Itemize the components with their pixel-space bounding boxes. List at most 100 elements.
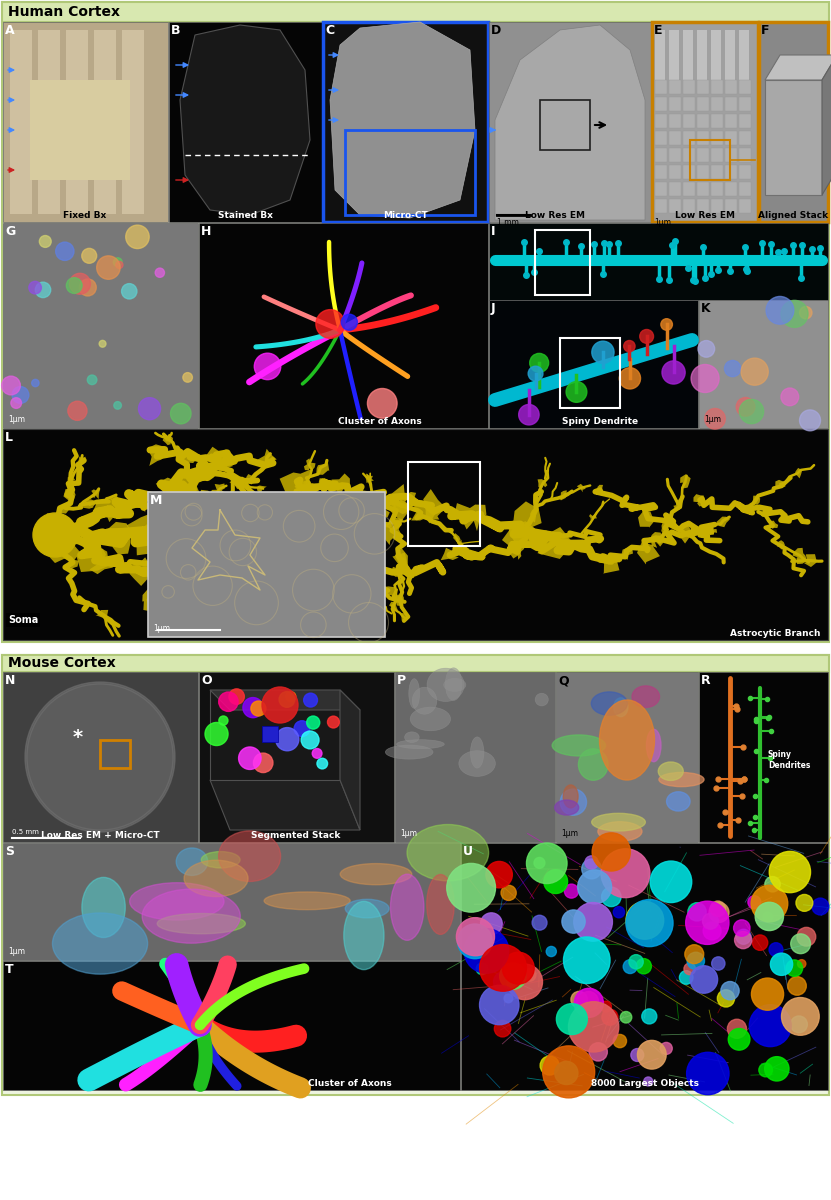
Bar	[711, 97, 723, 110]
Circle shape	[684, 964, 696, 974]
Ellipse shape	[407, 824, 489, 881]
Circle shape	[680, 971, 693, 984]
Circle shape	[650, 862, 691, 902]
Circle shape	[529, 353, 548, 372]
Bar	[489, 300, 698, 428]
Bar	[489, 223, 828, 300]
Bar	[765, 80, 822, 194]
Circle shape	[81, 248, 96, 263]
Circle shape	[574, 989, 603, 1018]
Circle shape	[686, 901, 729, 944]
Circle shape	[524, 968, 536, 982]
Circle shape	[527, 842, 567, 883]
Bar	[66, 30, 88, 214]
Ellipse shape	[632, 686, 660, 708]
Ellipse shape	[560, 790, 587, 815]
Polygon shape	[246, 505, 253, 514]
Circle shape	[456, 918, 494, 955]
Circle shape	[624, 341, 635, 352]
Polygon shape	[822, 55, 831, 194]
Circle shape	[579, 991, 598, 1010]
Circle shape	[613, 906, 625, 918]
Circle shape	[585, 856, 598, 869]
Circle shape	[582, 859, 602, 878]
Polygon shape	[246, 474, 255, 485]
Polygon shape	[210, 780, 360, 830]
Circle shape	[540, 1056, 559, 1075]
Text: Aligned Stack: Aligned Stack	[758, 211, 828, 220]
Circle shape	[728, 1028, 750, 1050]
Text: 1μm: 1μm	[654, 218, 671, 227]
Polygon shape	[190, 534, 214, 565]
Circle shape	[644, 1076, 652, 1086]
Ellipse shape	[345, 899, 389, 918]
Bar	[699, 300, 828, 428]
Circle shape	[367, 389, 397, 418]
Circle shape	[791, 934, 810, 954]
Text: T: T	[5, 962, 13, 976]
Circle shape	[711, 901, 725, 917]
Bar	[94, 30, 116, 214]
Circle shape	[254, 353, 281, 379]
Polygon shape	[194, 517, 200, 526]
Polygon shape	[351, 568, 363, 582]
Polygon shape	[76, 532, 111, 572]
Text: Fixed Bx: Fixed Bx	[63, 211, 106, 220]
Ellipse shape	[176, 848, 208, 876]
Ellipse shape	[52, 913, 148, 974]
Circle shape	[25, 682, 175, 832]
Polygon shape	[199, 560, 221, 578]
Bar	[169, 22, 322, 222]
Bar	[711, 80, 723, 94]
Circle shape	[564, 884, 578, 898]
Text: P: P	[397, 674, 406, 686]
Ellipse shape	[599, 700, 655, 780]
Circle shape	[303, 694, 317, 707]
Circle shape	[786, 960, 803, 977]
Circle shape	[113, 258, 122, 266]
Polygon shape	[163, 436, 173, 445]
Polygon shape	[163, 518, 184, 534]
Bar	[683, 80, 695, 94]
Circle shape	[29, 281, 42, 294]
Polygon shape	[401, 492, 416, 504]
Bar	[725, 199, 737, 214]
Circle shape	[601, 848, 650, 898]
Polygon shape	[90, 552, 113, 574]
Circle shape	[797, 928, 816, 946]
Bar	[669, 131, 681, 145]
Polygon shape	[395, 548, 411, 572]
Ellipse shape	[142, 889, 240, 943]
Text: 1μm: 1μm	[704, 415, 721, 424]
Polygon shape	[589, 514, 597, 521]
Circle shape	[626, 901, 664, 940]
Circle shape	[575, 1003, 585, 1013]
Polygon shape	[192, 496, 203, 504]
Circle shape	[114, 402, 121, 409]
Circle shape	[759, 1063, 773, 1076]
Polygon shape	[804, 554, 817, 568]
Circle shape	[631, 1049, 644, 1062]
Polygon shape	[225, 544, 237, 554]
Polygon shape	[394, 499, 411, 515]
Text: J: J	[491, 302, 495, 314]
Circle shape	[96, 256, 120, 280]
Circle shape	[619, 367, 641, 389]
Circle shape	[788, 977, 806, 995]
Ellipse shape	[391, 874, 424, 941]
Bar	[3, 223, 198, 428]
Bar	[711, 148, 723, 162]
Circle shape	[494, 1020, 511, 1037]
Bar	[3, 428, 828, 640]
Polygon shape	[68, 558, 79, 569]
Circle shape	[705, 408, 725, 430]
Text: I: I	[491, 226, 495, 238]
Ellipse shape	[470, 737, 484, 768]
Polygon shape	[173, 475, 199, 504]
Text: Low Res EM: Low Res EM	[675, 211, 735, 220]
Ellipse shape	[592, 692, 627, 715]
Ellipse shape	[201, 852, 240, 868]
Circle shape	[790, 1016, 808, 1033]
Text: D: D	[491, 24, 501, 37]
Polygon shape	[316, 463, 329, 475]
